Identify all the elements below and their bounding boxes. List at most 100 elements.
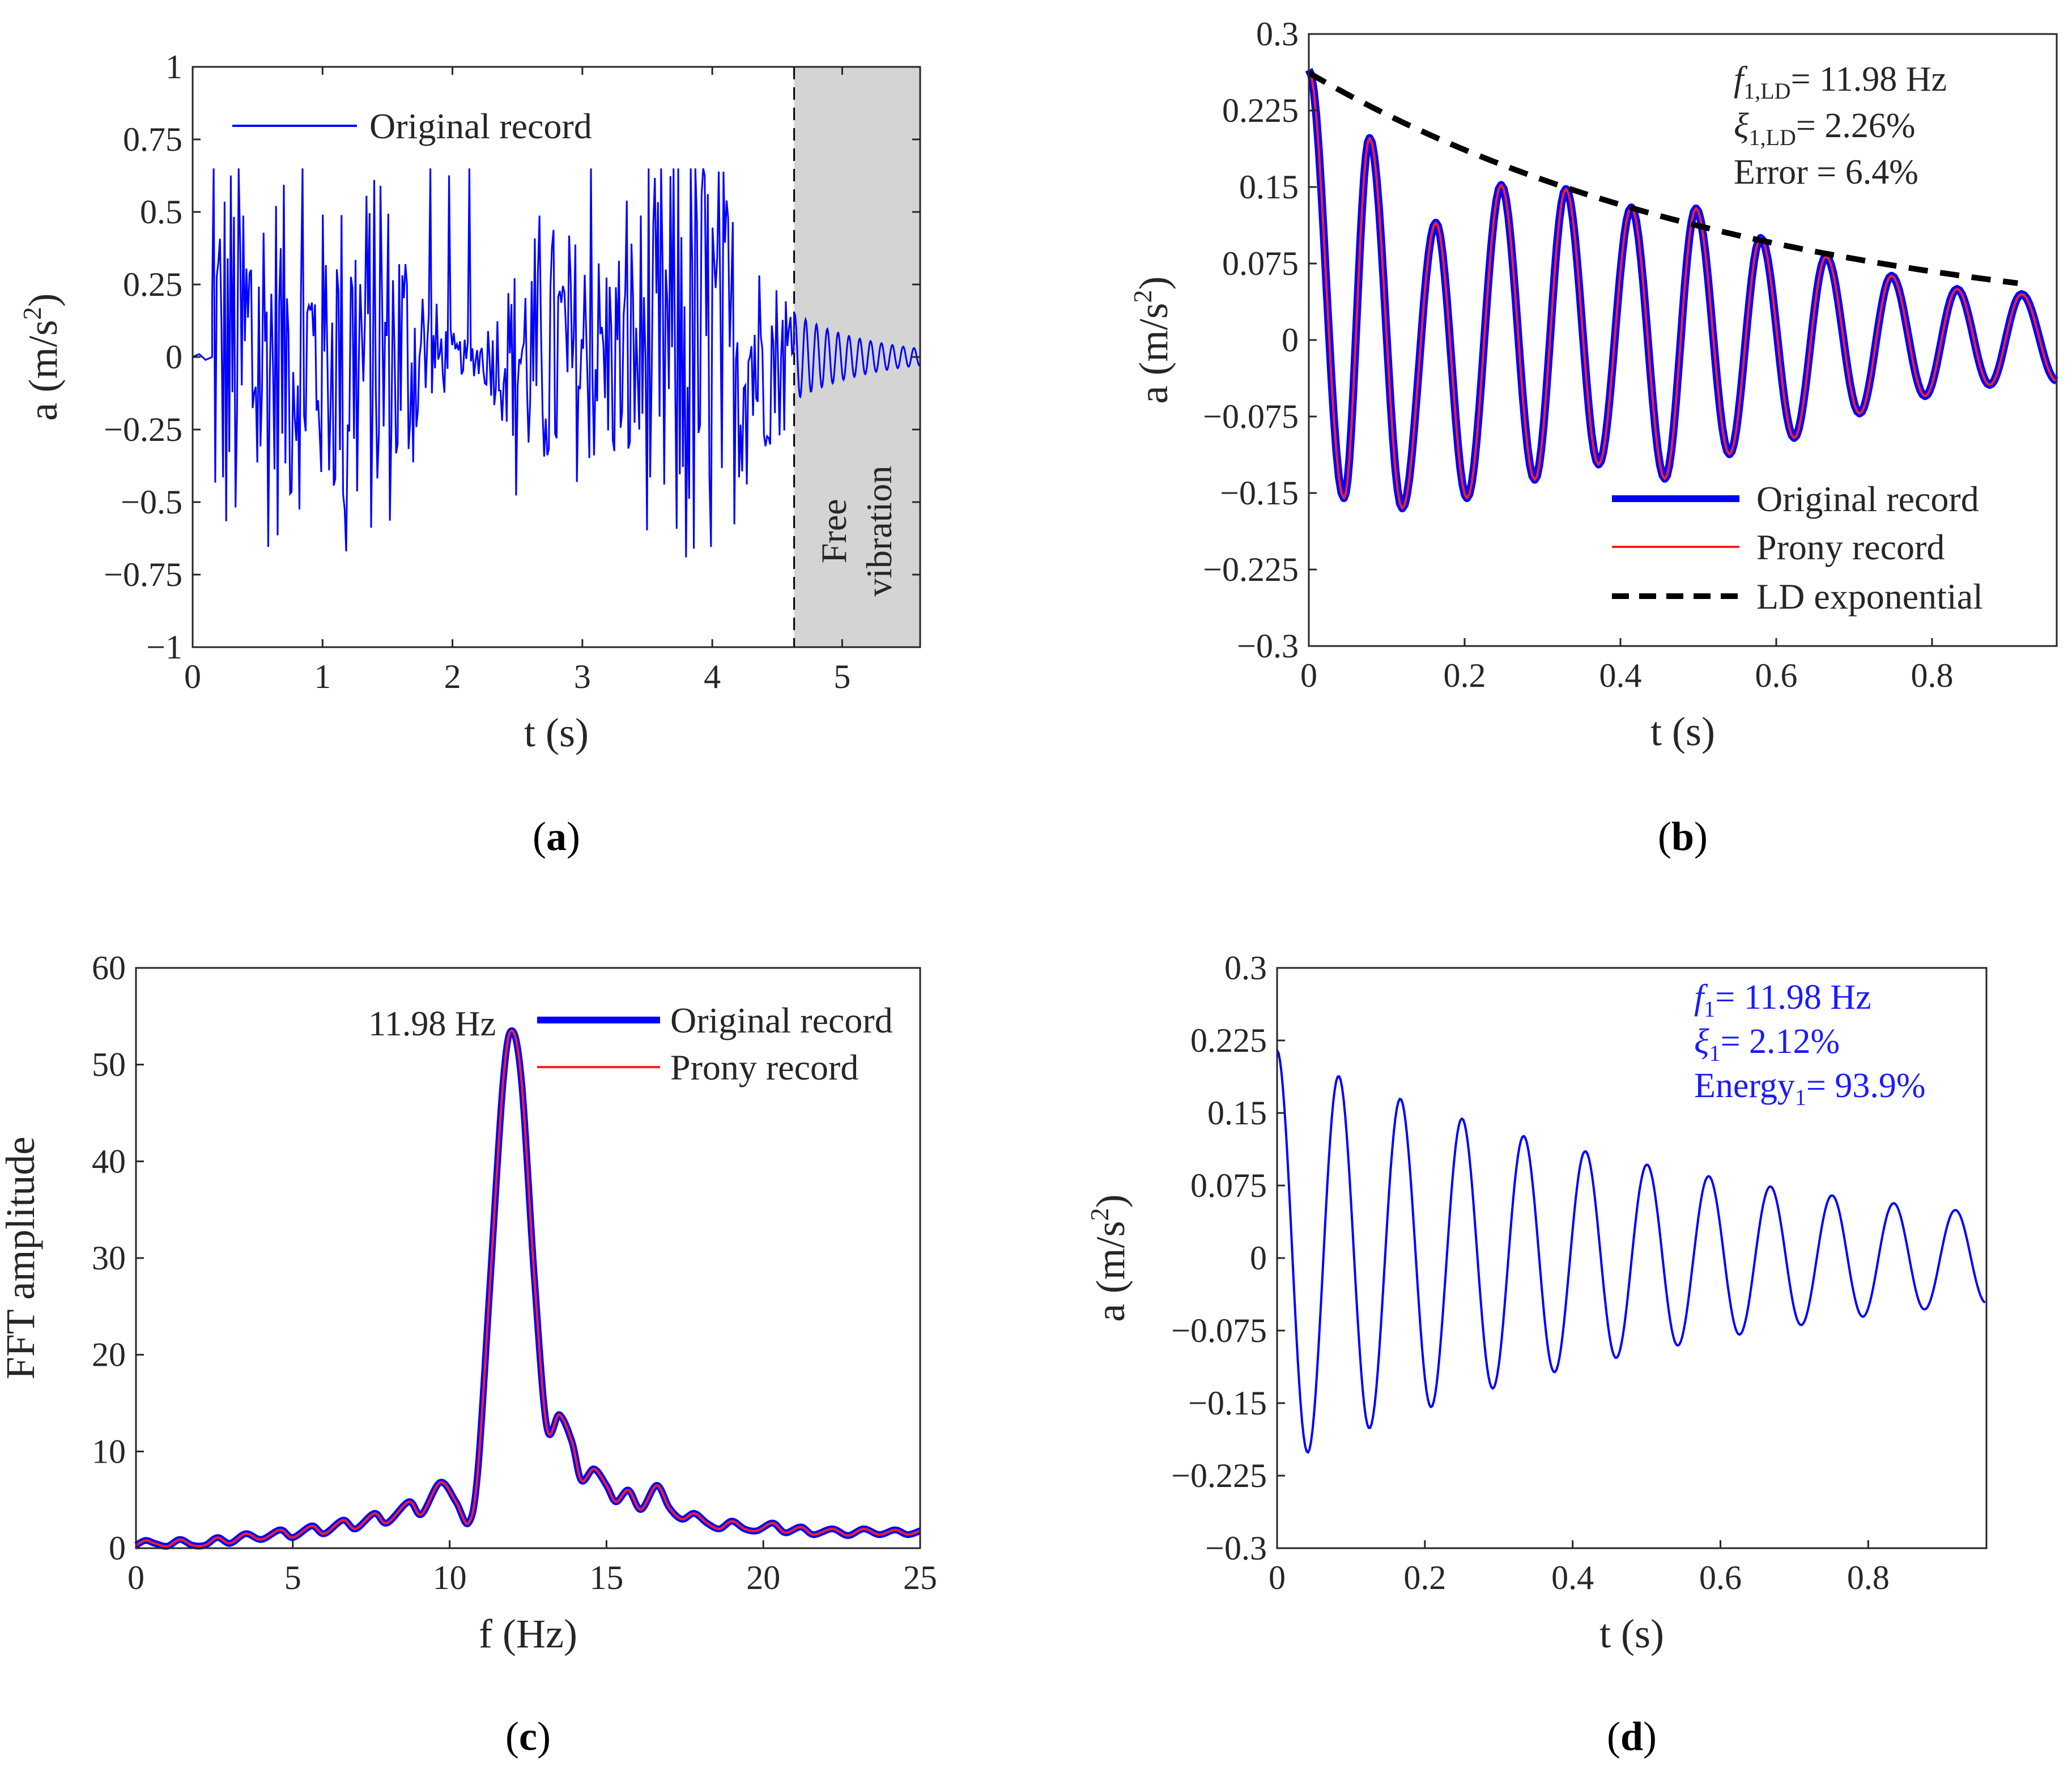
ticks-b: 0 0.2 0.4 0.6 0.8 −0.3 −0.225 −0.15 −0.075 0 0.075… — [1203, 15, 1953, 694]
series-original-record — [134, 1027, 922, 1550]
panel-caption-d: (d) — [1607, 1714, 1657, 1759]
legend-label-prony: Prony record — [670, 1047, 858, 1087]
y-tick-label: 60 — [92, 949, 126, 987]
annotation-xi-symbol: ξ — [1694, 1022, 1709, 1061]
annotation-xi-value: = 2.26% — [1796, 107, 1916, 145]
y-axis-label: a (m/s2) — [1085, 1195, 1133, 1322]
y-tick-label: 0.5 — [140, 193, 182, 231]
x-tick-label: 0.4 — [1551, 1559, 1594, 1596]
x-tick-label: 2 — [444, 658, 461, 695]
region-label-line1: Free — [814, 499, 854, 563]
y-tick-label: 0.15 — [1207, 1094, 1267, 1132]
y-label-close: ) — [20, 294, 66, 307]
x-tick-label: 5 — [284, 1559, 301, 1596]
y-tick-label: −1 — [146, 628, 182, 666]
annotation-xi-value: = 2.12% — [1721, 1022, 1840, 1061]
caption-close-paren: ) — [537, 1714, 551, 1759]
y-tick-label: 1 — [165, 48, 182, 86]
y-tick-label: 0.3 — [1224, 949, 1267, 987]
panel-c: 0 5 10 15 20 25 0 10 20 30 40 50 60 11.98 Hz Origina… — [0, 949, 937, 1759]
y-tick-label: −0.15 — [1220, 474, 1299, 512]
y-tick-label: −0.75 — [104, 556, 182, 593]
y-tick-label: −0.3 — [1237, 627, 1299, 665]
y-label-superscript: 2 — [18, 307, 46, 320]
y-tick-label: 10 — [92, 1433, 126, 1470]
caption-letter: d — [1620, 1714, 1643, 1759]
y-label-main: a (m/s — [20, 320, 66, 421]
y-tick-label: 0.3 — [1256, 15, 1299, 53]
x-axis-label: t (s) — [1599, 1611, 1664, 1656]
annotation-energy-value: = 93.9% — [1806, 1067, 1926, 1105]
x-tick-label: 0.8 — [1847, 1559, 1890, 1596]
y-label-main: a (m/s — [1088, 1221, 1133, 1322]
annotation-xi-symbol: ξ — [1734, 107, 1749, 145]
caption-open-paren: ( — [505, 1714, 519, 1759]
y-tick-label: 0.225 — [1222, 92, 1299, 129]
y-tick-label: 20 — [92, 1336, 126, 1374]
x-tick-label: 0 — [127, 1559, 144, 1596]
panel-caption-b: (b) — [1658, 814, 1708, 859]
caption-close-paren: ) — [1694, 814, 1708, 859]
annotation-energy: Energy1= 93.9% — [1694, 1067, 1926, 1110]
caption-letter: c — [519, 1714, 537, 1759]
x-tick-label: 15 — [589, 1559, 623, 1596]
x-axis-label: f (Hz) — [479, 1611, 577, 1656]
x-tick-label: 20 — [746, 1559, 780, 1596]
annotation-damping: ξ1,LD= 2.26% — [1734, 107, 1916, 150]
annotation-error: Error = 6.4% — [1734, 153, 1918, 192]
y-tick-label: −0.075 — [1171, 1312, 1267, 1349]
annotation-f-sub: 1,LD — [1743, 78, 1790, 104]
series-original-record — [192, 168, 921, 558]
ticks-a: 0 1 2 3 4 5 −1 −0.75 −0.5 −0.25 0 0.25 0.5 0.75 1 — [104, 48, 920, 695]
annotation-energy-sub: 1 — [1795, 1085, 1806, 1110]
y-tick-label: 0.15 — [1239, 168, 1299, 206]
legend-label-original: Original record — [369, 106, 592, 146]
caption-open-paren: ( — [1607, 1714, 1620, 1759]
y-axis-label: a (m/s2) — [1128, 277, 1176, 404]
annotation-frequency: f1= 11.98 Hz — [1694, 978, 1871, 1022]
y-label-close: ) — [1131, 277, 1176, 290]
caption-letter: b — [1671, 814, 1694, 859]
series-ld-exponential — [1307, 70, 2018, 286]
y-tick-label: 0.25 — [123, 266, 182, 303]
y-axis-label: FFT amplitude — [0, 1137, 43, 1380]
y-label-superscript: 2 — [1128, 290, 1157, 303]
annotation-f-sub: 1 — [1704, 996, 1715, 1022]
ticks-d: 0 0.2 0.4 0.6 0.8 −0.3 −0.225 −0.15 −0.075 0 0.075… — [1171, 949, 1890, 1596]
ticks-c: 0 5 10 15 20 25 0 10 20 30 40 50 60 — [92, 949, 937, 1596]
y-axis-label: a (m/s2) — [18, 294, 66, 421]
caption-letter: a — [546, 814, 567, 859]
peak-label: 11.98 Hz — [368, 1005, 496, 1043]
y-tick-label: 0 — [109, 1529, 126, 1567]
legend-label-original: Original record — [670, 1000, 893, 1040]
y-tick-label: 0.75 — [123, 121, 182, 158]
caption-close-paren: ) — [1643, 1714, 1657, 1759]
x-tick-label: 0.2 — [1403, 1559, 1446, 1596]
panel-caption-a: (a) — [533, 814, 580, 859]
x-tick-label: 25 — [903, 1559, 937, 1596]
x-tick-label: 1 — [314, 658, 331, 695]
y-tick-label: 50 — [92, 1046, 126, 1084]
annotation-f-value: = 11.98 Hz — [1715, 978, 1871, 1017]
caption-close-paren: ) — [567, 814, 580, 859]
x-tick-label: 0.6 — [1699, 1559, 1742, 1596]
x-tick-label: 0 — [1269, 1559, 1286, 1596]
x-tick-label: 0.2 — [1444, 657, 1486, 694]
x-tick-label: 0 — [1300, 657, 1317, 694]
y-tick-label: 40 — [92, 1142, 126, 1180]
original-record-line — [192, 168, 921, 558]
y-label-main: a (m/s — [1131, 303, 1176, 404]
annotation-f-value: = 11.98 Hz — [1791, 60, 1947, 99]
panel-caption-c: (c) — [505, 1714, 551, 1759]
y-label-close: ) — [1088, 1195, 1133, 1208]
y-tick-label: −0.15 — [1188, 1384, 1267, 1422]
x-tick-label: 0 — [184, 658, 201, 695]
legend-label-ld: LD exponential — [1756, 576, 1983, 617]
series-original-record — [1305, 68, 2058, 512]
x-tick-label: 0.6 — [1755, 657, 1798, 694]
x-axis-label: t (s) — [1650, 709, 1715, 754]
y-tick-label: 0.075 — [1190, 1167, 1267, 1204]
y-label-superscript: 2 — [1085, 1208, 1114, 1221]
y-tick-label: 0 — [1282, 321, 1299, 359]
